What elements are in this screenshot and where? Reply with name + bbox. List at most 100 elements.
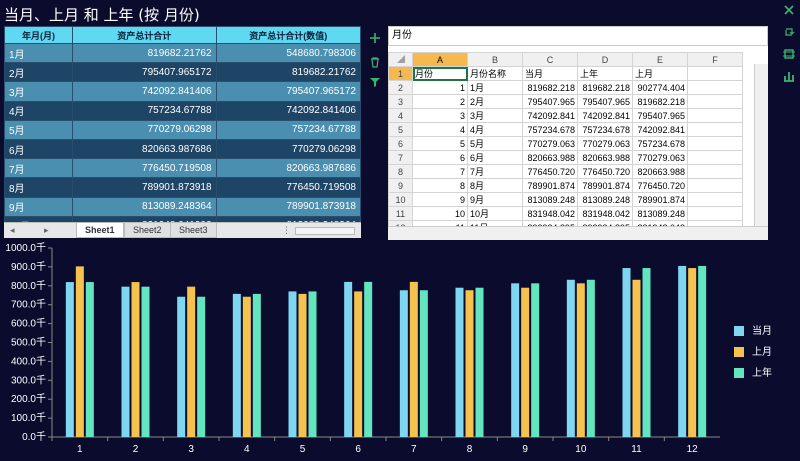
row-header[interactable]: 4 <box>388 108 413 123</box>
sheet-cell[interactable]: 8 <box>412 178 468 193</box>
sheet-cell[interactable]: 902774.404 <box>632 80 688 95</box>
sheet-cell[interactable]: 757234.678 <box>577 122 633 137</box>
sheet-cell[interactable]: 789901.874 <box>632 192 688 207</box>
sheet-cell[interactable]: 820663.988 <box>577 150 633 165</box>
table-row[interactable]: 6月 820663.987686 770279.06298 <box>4 138 362 160</box>
column-header[interactable]: 资产总计合计(数值) <box>215 26 362 44</box>
sheet-cell[interactable]: 776450.720 <box>577 164 633 179</box>
vertical-scrollbar[interactable] <box>754 64 768 226</box>
sheet-cell[interactable]: 795407.965 <box>577 94 633 109</box>
sheet-cell[interactable]: 9 <box>412 192 468 207</box>
row-header[interactable]: 8 <box>388 164 413 179</box>
sheet-cell[interactable]: 5 <box>412 136 468 151</box>
sheet-cell[interactable] <box>687 178 743 193</box>
column-header[interactable]: B <box>467 52 523 67</box>
sheet-cell[interactable]: 819682.218 <box>522 80 578 95</box>
sheet-cell[interactable]: 770279.063 <box>522 136 578 151</box>
sheet-cell[interactable]: 月份 <box>412 66 468 81</box>
row-header[interactable]: 5 <box>388 122 413 137</box>
column-header[interactable]: A <box>412 52 468 67</box>
sheet-cell[interactable]: 7 <box>412 164 468 179</box>
plus-icon[interactable] <box>369 32 381 44</box>
column-header[interactable]: 年月(月) <box>4 26 73 44</box>
sheet-prev-icon[interactable]: ◂ <box>10 225 15 235</box>
sheet-cell[interactable]: 10月 <box>467 206 523 221</box>
sheet-cell[interactable]: 上月 <box>632 66 688 81</box>
table-row[interactable]: 7月 776450.719508 820663.987686 <box>4 158 362 179</box>
table-row[interactable]: 9月 813089.248364 789901.873918 <box>4 196 362 217</box>
sheet-cell[interactable]: 3 <box>412 108 468 123</box>
sheet-cell[interactable]: 上年 <box>577 66 633 81</box>
column-header[interactable]: F <box>687 52 743 67</box>
sheet-cell[interactable]: 月份名称 <box>467 66 523 81</box>
bar-chart-icon[interactable] <box>782 70 796 84</box>
select-all-corner[interactable] <box>388 52 413 67</box>
sheet-cell[interactable]: 831948.042 <box>577 206 633 221</box>
more-icon[interactable]: ⋮ <box>282 225 291 235</box>
legend-item-prev-year[interactable]: 上年 <box>734 364 772 384</box>
sheet-cell[interactable]: 742092.841 <box>577 108 633 123</box>
row-header[interactable]: 1 <box>388 66 413 81</box>
sheet-cell[interactable]: 5月 <box>467 136 523 151</box>
sheet-cell[interactable]: 742092.841 <box>522 108 578 123</box>
sheet-cell[interactable]: 8月 <box>467 178 523 193</box>
sheet-cell[interactable]: 820663.988 <box>632 164 688 179</box>
sheet-cell[interactable]: 742092.841 <box>632 122 688 137</box>
sheet-cell[interactable]: 813089.248 <box>577 192 633 207</box>
sheet-cell[interactable]: 819682.218 <box>632 94 688 109</box>
table-row[interactable]: 2月 795407.965172 819682.21762 <box>4 62 362 83</box>
column-header[interactable]: 资产总计合计 <box>72 26 217 44</box>
row-header[interactable]: 9 <box>388 178 413 193</box>
sheet-cell[interactable]: 10 <box>412 206 468 221</box>
row-header[interactable]: 6 <box>388 136 413 151</box>
column-header[interactable]: D <box>577 52 633 67</box>
sheet-cell[interactable]: 819682.218 <box>577 80 633 95</box>
sheet-cell[interactable]: 3月 <box>467 108 523 123</box>
sheet-next-icon[interactable]: ▸ <box>44 225 49 235</box>
sheet-cell[interactable]: 770279.063 <box>632 150 688 165</box>
sheet-cell[interactable]: 789901.874 <box>522 178 578 193</box>
row-header[interactable]: 2 <box>388 80 413 95</box>
table-row[interactable]: 8月 789901.873918 776450.719508 <box>4 177 362 198</box>
column-header[interactable]: C <box>522 52 578 67</box>
horizontal-scrollbar[interactable] <box>295 227 355 235</box>
sheet-cell[interactable] <box>687 136 743 151</box>
tab-sheet3[interactable]: Sheet3 <box>170 223 217 238</box>
trash-icon[interactable] <box>369 56 381 68</box>
sheet-cell[interactable] <box>687 80 743 95</box>
sheet-cell[interactable]: 770279.063 <box>577 136 633 151</box>
sheet-cell[interactable]: 4 <box>412 122 468 137</box>
sheet-cell[interactable] <box>687 94 743 109</box>
sheet-cell[interactable]: 1 <box>412 80 468 95</box>
sheet-cell[interactable] <box>687 206 743 221</box>
sheet-cell[interactable] <box>687 122 743 137</box>
tab-sheet1[interactable]: Sheet1 <box>76 223 124 238</box>
sheet-cell[interactable] <box>687 192 743 207</box>
table-row[interactable]: 5月 770279.06298 757234.67788 <box>4 119 362 140</box>
column-header[interactable]: E <box>632 52 688 67</box>
sheet-cell[interactable]: 757234.678 <box>522 122 578 137</box>
refresh-icon[interactable] <box>782 26 796 40</box>
tab-sheet2[interactable]: Sheet2 <box>124 223 171 238</box>
sheet-cell[interactable]: 831948.042 <box>522 206 578 221</box>
sheet-cell[interactable]: 6月 <box>467 150 523 165</box>
row-header[interactable]: 7 <box>388 150 413 165</box>
sheet-cell[interactable]: 4月 <box>467 122 523 137</box>
sheet-cell[interactable]: 776450.720 <box>632 178 688 193</box>
sheet-cell[interactable]: 789901.874 <box>577 178 633 193</box>
row-header[interactable]: 11 <box>388 206 413 221</box>
legend-item-prev-month[interactable]: 上月 <box>734 343 772 363</box>
sheet-cell[interactable]: 9月 <box>467 192 523 207</box>
sheet-cell[interactable] <box>687 108 743 123</box>
sheet-cell[interactable]: 813089.248 <box>522 192 578 207</box>
sheet-cell[interactable]: 820663.988 <box>522 150 578 165</box>
legend-item-current[interactable]: 当月 <box>734 322 772 342</box>
crop-icon[interactable] <box>782 48 796 62</box>
formula-bar[interactable]: 月份 <box>388 26 768 46</box>
sheet-cell[interactable]: 795407.965 <box>522 94 578 109</box>
sheet-cell[interactable] <box>687 66 743 81</box>
sheet-cell[interactable]: 1月 <box>467 80 523 95</box>
table-row[interactable]: 1月 819682.21762 548680.798306 <box>4 42 362 64</box>
sheet-cell[interactable]: 813089.248 <box>632 206 688 221</box>
sheet-cell[interactable]: 2月 <box>467 94 523 109</box>
